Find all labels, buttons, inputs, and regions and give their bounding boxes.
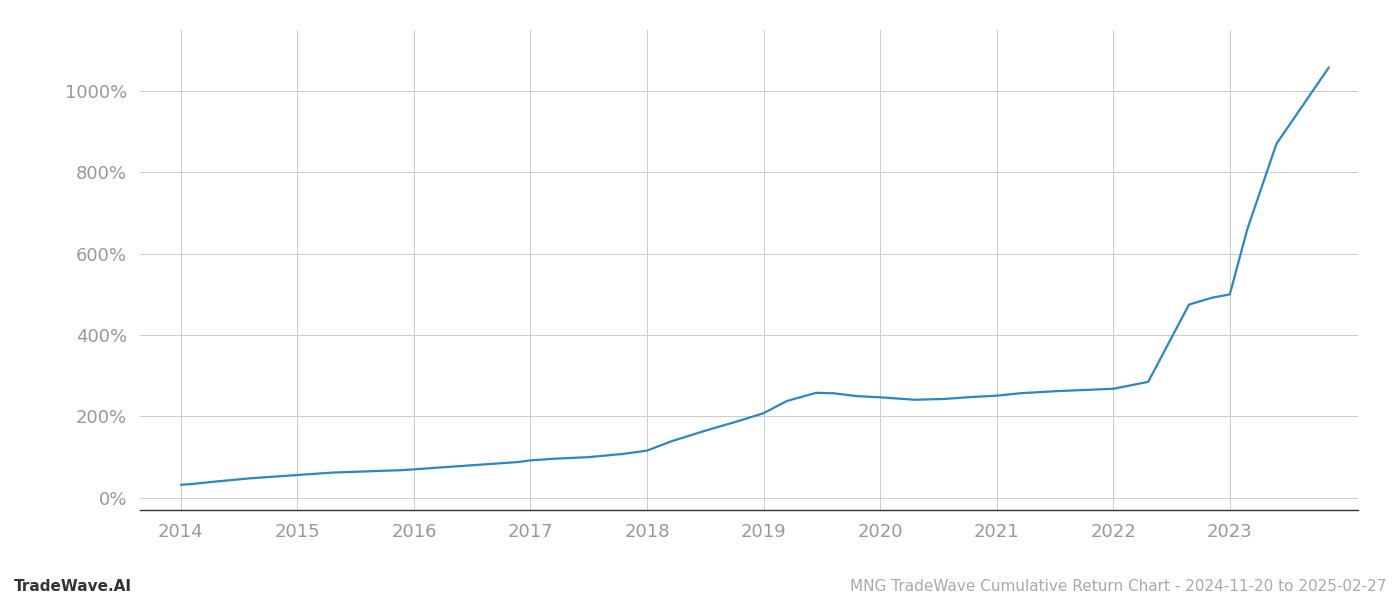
Text: MNG TradeWave Cumulative Return Chart - 2024-11-20 to 2025-02-27: MNG TradeWave Cumulative Return Chart - … [850,579,1386,594]
Text: TradeWave.AI: TradeWave.AI [14,579,132,594]
